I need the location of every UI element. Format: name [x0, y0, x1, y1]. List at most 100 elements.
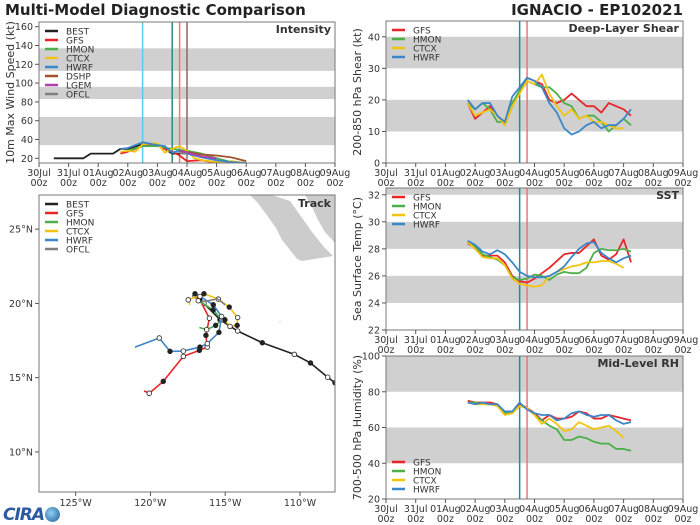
y-tick-label: 30	[368, 217, 380, 228]
legend-label: HMON	[413, 203, 441, 213]
x-tick-label-day: 05Aug	[549, 335, 580, 346]
y-tick-label: 60	[368, 423, 380, 434]
shaded-band	[386, 99, 683, 132]
x-tick-label-hour: 00z	[496, 178, 513, 189]
x-tick-label-hour: 00z	[526, 178, 543, 189]
track-position-marker	[216, 329, 222, 336]
legend-label: OFCL	[66, 246, 90, 256]
x-tick-label-day: 31Jul	[57, 168, 81, 179]
x-tick-label-day: 04Aug	[172, 168, 203, 179]
y-tick-label: 40	[368, 32, 380, 43]
x-tick-label-day: 01Aug	[83, 168, 114, 179]
x-tick-label-day: 09Aug	[668, 168, 699, 179]
x-tick-label-hour: 00z	[615, 345, 632, 356]
y-axis-label: 700-500 hPa Humidity (%)	[351, 355, 364, 500]
x-tick-label-day: 07Aug	[260, 168, 291, 179]
legend-label: GFS	[413, 459, 431, 469]
x-tick-label-hour: 00z	[615, 178, 632, 189]
x-tick-label-day: 06Aug	[579, 168, 610, 179]
track-position-marker	[180, 353, 187, 360]
panel-title: SST	[656, 189, 679, 202]
series-line-lgem	[179, 149, 217, 160]
legend-label: DSHP	[66, 73, 91, 83]
track-position-marker	[226, 304, 232, 310]
lat-tick-label: 15°N	[9, 373, 33, 384]
mainland-mexico-land	[305, 195, 335, 243]
legend-label: GFS	[66, 37, 84, 47]
x-tick-label-day: 31Jul	[404, 168, 428, 179]
plot-area	[386, 21, 683, 163]
track-position-marker	[234, 314, 241, 321]
x-tick-label-hour: 00z	[407, 345, 424, 356]
x-tick-label-day: 07Aug	[608, 335, 639, 346]
x-tick-label-hour: 00z	[467, 178, 484, 189]
x-tick-label-hour: 00z	[556, 178, 573, 189]
lon-tick-label: 115°W	[209, 498, 242, 509]
series-line-hwrf	[466, 76, 632, 136]
x-tick-label-day: 02Aug	[460, 168, 491, 179]
legend-label: HMON	[413, 36, 441, 46]
intensity-panel: 2040608010012014016030Jul00z31Jul00z01Au…	[4, 21, 350, 189]
series-line-hwrf	[467, 239, 632, 279]
track-position-marker	[192, 291, 198, 297]
legend-label: HMON	[413, 468, 441, 478]
logo-text: CIRA	[3, 505, 45, 525]
y-tick-label: 20	[368, 95, 380, 106]
x-tick-label-day: 08Aug	[290, 168, 321, 179]
x-tick-label-hour: 00z	[496, 514, 513, 525]
map-frame	[38, 194, 336, 493]
x-tick-label-hour: 00z	[377, 345, 394, 356]
y-tick-label: 24	[368, 298, 380, 309]
y-axis-label: 10m Max Wind Speed (kt)	[4, 21, 17, 164]
legend-label: HMON	[66, 46, 94, 56]
lat-tick-label: 25°N	[9, 225, 33, 236]
legend-label: HWRF	[413, 486, 440, 496]
series-line-ctcx	[466, 73, 624, 130]
x-tick-label-day: 02Aug	[112, 168, 143, 179]
legend-label: CTCX	[413, 477, 437, 487]
x-tick-label-hour: 00z	[119, 178, 136, 189]
x-tick-label-day: 30Jul	[374, 335, 398, 346]
y-axis-label: 200-850 hPa Shear (kt)	[351, 28, 364, 156]
track-position-marker	[307, 360, 314, 366]
right-title: IGNACIO - EP102021	[511, 1, 683, 19]
lon-tick-label: 120°W	[134, 498, 167, 509]
x-tick-label-hour: 00z	[556, 514, 573, 525]
series-line-gfs	[467, 238, 632, 284]
x-tick-label-hour: 00z	[467, 514, 484, 525]
x-tick-label-day: 08Aug	[638, 504, 669, 515]
track-position-marker	[156, 335, 162, 341]
track-position-marker	[180, 348, 187, 354]
y-tick-label: 32	[368, 190, 380, 201]
track-position-marker	[210, 307, 216, 313]
track-position-marker	[206, 315, 213, 321]
x-tick-label-hour: 00z	[297, 178, 314, 189]
x-tick-label-hour: 00z	[377, 178, 394, 189]
track-position-marker	[160, 378, 166, 385]
x-tick-label-hour: 00z	[326, 178, 343, 189]
x-tick-label-hour: 00z	[674, 178, 691, 189]
track-position-marker	[204, 340, 210, 347]
island	[279, 321, 281, 323]
x-tick-label-hour: 00z	[267, 178, 284, 189]
x-tick-label-hour: 00z	[556, 345, 573, 356]
track-position-marker	[197, 344, 203, 350]
series-line-ctcx	[120, 142, 247, 163]
x-tick-label-hour: 00z	[60, 178, 77, 189]
shaded-band	[386, 356, 683, 392]
x-tick-label-day: 09Aug	[668, 504, 699, 515]
track-position-marker	[234, 328, 241, 334]
x-tick-label-day: 04Aug	[519, 504, 550, 515]
x-tick-label-hour: 00z	[149, 178, 166, 189]
track-position-marker	[332, 380, 335, 386]
x-tick-label-hour: 00z	[178, 178, 195, 189]
x-tick-label-day: 07Aug	[608, 168, 639, 179]
track-position-marker	[146, 390, 152, 396]
plot-area	[386, 356, 683, 499]
legend-label: GFS	[413, 27, 431, 37]
legend-label: HWRF	[413, 54, 440, 64]
baja-california-land	[250, 195, 333, 261]
x-tick-label-day: 02Aug	[460, 504, 491, 515]
